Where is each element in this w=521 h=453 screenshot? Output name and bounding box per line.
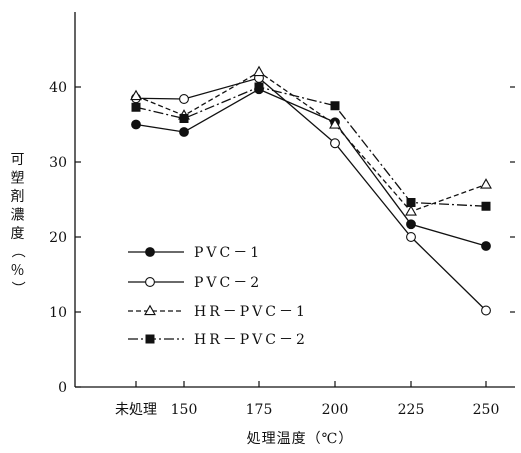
x-axis-title: 処理温度（℃） [247, 431, 354, 447]
series-line [135, 86, 487, 207]
data-point [254, 82, 264, 92]
legend-marker [145, 247, 155, 257]
series-3 [130, 65, 492, 216]
legend-marker [145, 277, 155, 287]
x-tick-label: 200 [322, 402, 349, 418]
y-axis-title-char: 濃 [11, 208, 26, 224]
data-point [130, 89, 142, 101]
data-point [406, 219, 416, 230]
data-point [481, 201, 491, 211]
y-axis-title-char: ） [9, 281, 25, 296]
series-group [130, 65, 492, 316]
legend-marker [144, 304, 156, 316]
series-line [135, 71, 487, 213]
series-line [135, 88, 487, 247]
y-tick-label: 30 [49, 155, 67, 171]
x-tick-label: 225 [398, 402, 425, 418]
data-point [131, 102, 141, 112]
x-tick-label: 未処理 [115, 402, 157, 418]
data-point [481, 241, 491, 251]
legend-label: PVC－2 [194, 275, 262, 291]
y-axis-title-char: 剤 [11, 189, 26, 205]
series-4 [131, 82, 491, 211]
legend-item: HR－PVC－1 [128, 304, 308, 320]
x-tick-label: 250 [473, 402, 500, 418]
y-tick-label: 40 [49, 80, 67, 96]
axes [74, 12, 515, 388]
y-axis-title-char: （ [9, 244, 25, 259]
legend-label: HR－PVC－1 [194, 304, 308, 320]
legend-label: HR－PVC－2 [194, 332, 308, 348]
y-tick-label: 0 [58, 380, 67, 396]
data-point [405, 205, 417, 216]
series-1 [131, 84, 491, 251]
x-tick-label: 175 [246, 402, 273, 418]
data-point [406, 232, 416, 242]
y-axis-title-char: 可 [11, 152, 26, 168]
data-point [179, 127, 189, 137]
y-tick-label: 20 [49, 230, 67, 246]
data-point [179, 114, 189, 123]
legend: PVC－1 PVC－2 HR－PVC－1 HR－PVC－2 [128, 245, 308, 348]
series-2 [131, 73, 491, 316]
series-line [135, 77, 487, 311]
data-point [131, 119, 141, 130]
legend-item: PVC－2 [128, 275, 262, 291]
legend-label: PVC－1 [194, 245, 262, 261]
data-point [253, 65, 265, 77]
data-point [330, 138, 340, 149]
data-point [330, 101, 340, 111]
y-axis-title-char: 塑 [11, 171, 26, 187]
y-axis-title-char: 度 [11, 226, 26, 242]
tick-labels: 0 10 20 30 40 未処理 150 175 200 225 250 [49, 80, 499, 418]
data-point [480, 178, 492, 189]
legend-item: HR－PVC－2 [128, 332, 308, 348]
legend-item: PVC－1 [128, 245, 262, 261]
data-point [179, 94, 189, 104]
data-point [406, 198, 416, 207]
x-tick-label: 150 [171, 402, 198, 418]
y-axis-title-char: ％ [11, 263, 26, 279]
data-point [481, 305, 491, 316]
data-point [329, 118, 341, 129]
legend-marker [145, 334, 155, 344]
y-tick-label: 10 [49, 305, 67, 321]
